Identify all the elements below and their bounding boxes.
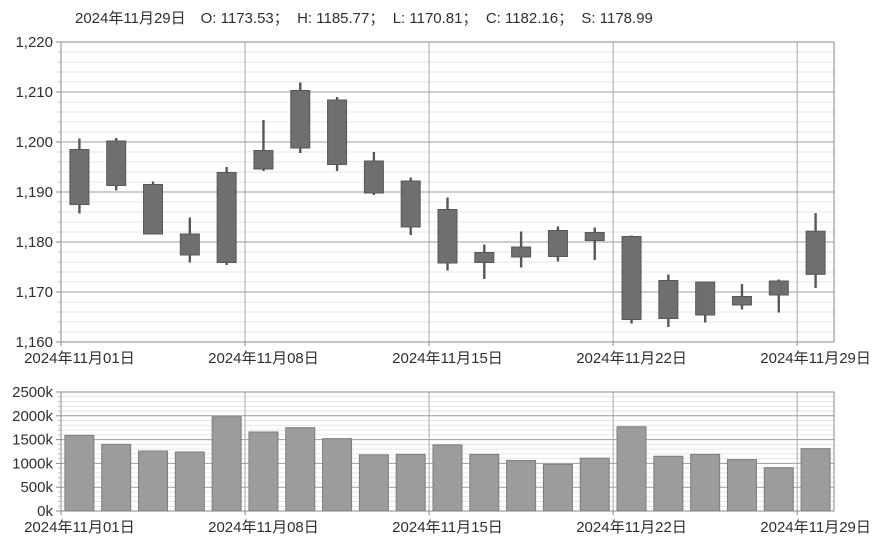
x-tick-label: 2024年11月08日	[208, 350, 319, 367]
volume-bar	[64, 434, 95, 512]
candle-body	[216, 172, 237, 263]
candle-body	[290, 90, 311, 149]
candle-body	[106, 140, 127, 186]
candle-body	[327, 99, 348, 165]
y-tick-label: 1,210	[15, 84, 53, 101]
x-tick-label: 2024年11月15日	[392, 519, 503, 536]
y-tick-label: 0k	[37, 503, 53, 520]
candle-body	[363, 160, 384, 194]
volume-bar	[358, 454, 389, 512]
header-date: 2024年11月29日	[75, 10, 186, 27]
header-ohlc-stats: O: 1173.53； H: 1185.77； L: 1170.81； C: 1…	[200, 10, 653, 27]
candle-body	[179, 233, 200, 256]
volume-bar	[506, 460, 537, 512]
volume-bar	[174, 451, 205, 512]
y-tick-label: 2500k	[12, 384, 53, 401]
candle-body	[437, 209, 458, 264]
volume-bar	[469, 453, 500, 512]
y-tick-label: 1,160	[15, 334, 53, 351]
y-tick-label: 1000k	[12, 455, 53, 472]
candle-body	[474, 252, 495, 263]
x-tick-label: 2024年11月22日	[576, 519, 687, 536]
x-tick-label: 2024年11月29日	[760, 519, 871, 536]
candle-body	[621, 236, 642, 320]
candle-body	[731, 296, 752, 306]
y-tick-label: 2000k	[12, 408, 53, 425]
volume-bar	[395, 453, 426, 512]
candle-body	[695, 281, 716, 316]
y-tick-label: 1,200	[15, 134, 53, 151]
y-tick-label: 1,190	[15, 184, 53, 201]
volume-bar	[653, 455, 684, 512]
volume-bar	[248, 431, 279, 512]
volume-bar	[211, 416, 242, 512]
volume-bar	[542, 463, 573, 512]
x-tick-label: 2024年11月29日	[760, 350, 871, 367]
volume-bar	[763, 467, 794, 512]
volume-bar	[579, 457, 610, 512]
candle-body	[584, 232, 605, 241]
x-tick-label: 2024年11月08日	[208, 519, 319, 536]
candle-body	[768, 280, 789, 296]
candle-body	[400, 180, 421, 228]
y-tick-label: 1,180	[15, 234, 53, 251]
volume-bar	[690, 453, 721, 512]
x-tick-label: 2024年11月01日	[24, 350, 135, 367]
candle-body	[658, 280, 679, 319]
y-tick-label: 500k	[20, 479, 53, 496]
volume-bar	[322, 438, 353, 512]
y-tick-label: 1,170	[15, 284, 53, 301]
volume-bar	[726, 459, 757, 512]
volume-bar	[101, 443, 132, 512]
candle-body	[547, 230, 568, 257]
volume-bar	[616, 426, 647, 512]
candle-body	[143, 184, 164, 235]
ohlc-header: 2024年11月29日 O: 1173.53； H: 1185.77； L: 1…	[75, 7, 653, 28]
y-tick-label: 1,220	[15, 34, 53, 51]
candle-body	[69, 149, 90, 205]
volume-bar	[285, 427, 316, 512]
volume-bar	[432, 444, 463, 512]
volume-bar	[800, 448, 831, 512]
y-tick-label: 1500k	[12, 432, 53, 449]
x-tick-label: 2024年11月15日	[392, 350, 503, 367]
candle-body	[253, 150, 274, 170]
volume-bar	[138, 450, 169, 512]
x-tick-label: 2024年11月22日	[576, 350, 687, 367]
candle-body	[511, 246, 532, 258]
x-tick-label: 2024年11月01日	[24, 519, 135, 536]
candle-body	[805, 230, 826, 275]
